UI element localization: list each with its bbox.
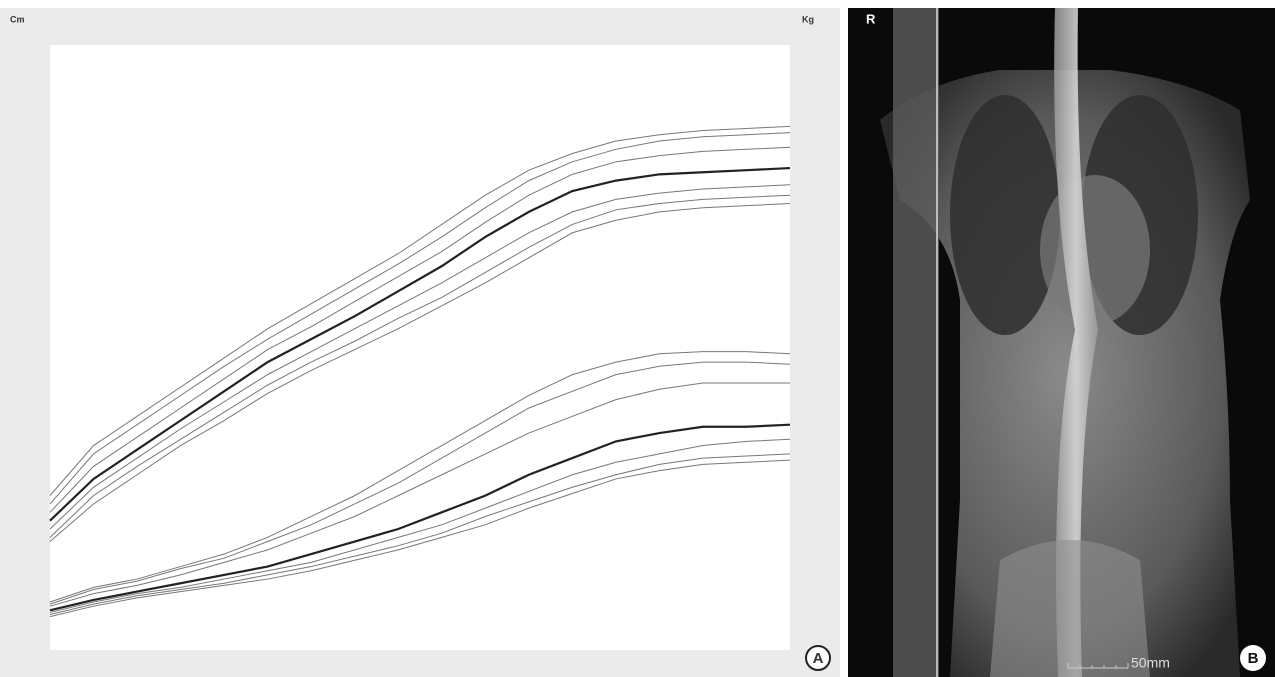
panel-a: Cm Kg A [0,8,840,677]
side-marker: R [866,11,876,26]
panel-label: A [813,650,824,667]
heart [1040,175,1150,325]
y2-axis-label: Kg [802,14,814,24]
ruler [893,8,939,677]
plot-area [50,45,790,650]
panel-b: R 50mm B [848,8,1275,677]
scale-bar-label: 50mm [1131,655,1170,671]
panel-label: B [1248,650,1259,667]
y-axis-label: Cm [10,14,25,24]
lung [950,95,1060,335]
pelvis [990,540,1150,677]
figure: Cm Kg A R 50mm B [0,0,1275,677]
